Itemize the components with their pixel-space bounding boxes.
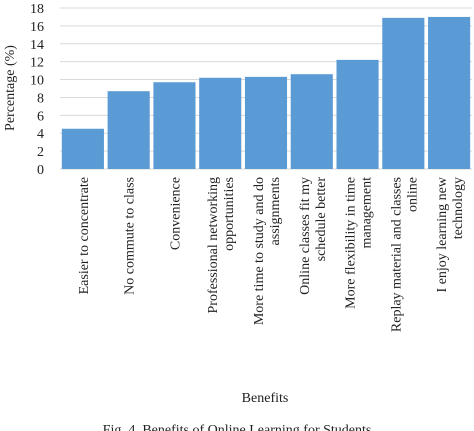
bar (244, 76, 288, 169)
y-tick-label: 2 (37, 145, 44, 160)
x-tick-label: Convenience (168, 177, 183, 250)
x-tick-label: technology (451, 177, 466, 239)
y-tick-label: 0 (37, 163, 44, 178)
x-tick-label: online (405, 177, 420, 212)
x-tick-label: More flexibility in time (344, 177, 359, 309)
y-tick-label: 16 (30, 20, 44, 35)
y-tick-label: 12 (30, 56, 44, 71)
bar (61, 128, 104, 169)
x-tick-label: Professional networking (206, 177, 221, 313)
caption: Fig. 4. Benefits of Online Learning for … (103, 423, 372, 431)
y-tick-label: 10 (30, 74, 44, 89)
bar (290, 74, 333, 169)
y-tick-label: 18 (30, 2, 44, 17)
bar (336, 59, 379, 169)
y-tick-label: 8 (37, 91, 44, 106)
bar (107, 91, 150, 169)
y-tick-label: 6 (37, 109, 44, 124)
x-tick-label: opportunities (222, 177, 237, 251)
bar (382, 17, 425, 170)
x-tick-label: schedule better (314, 177, 329, 262)
y-tick-label: 14 (30, 38, 44, 53)
y-axis-label: Percentage (%) (3, 45, 18, 131)
x-tick-label: Replay material and classes (389, 177, 404, 332)
x-axis-label: Benefits (242, 391, 289, 406)
x-tick-label: Easier to concentrate (77, 177, 92, 294)
bar (199, 77, 242, 169)
x-tick-label: More time to study and do (252, 177, 267, 325)
x-tick-label: No commute to class (123, 177, 138, 295)
x-tick-label: assignments (268, 177, 283, 245)
bar (153, 82, 196, 169)
x-tick-label: management (360, 177, 375, 249)
x-tick-label: I enjoy learning new (435, 176, 450, 292)
bar (428, 16, 471, 170)
x-tick-label: Online classes fit my (298, 177, 313, 295)
y-tick-label: 4 (37, 127, 44, 142)
